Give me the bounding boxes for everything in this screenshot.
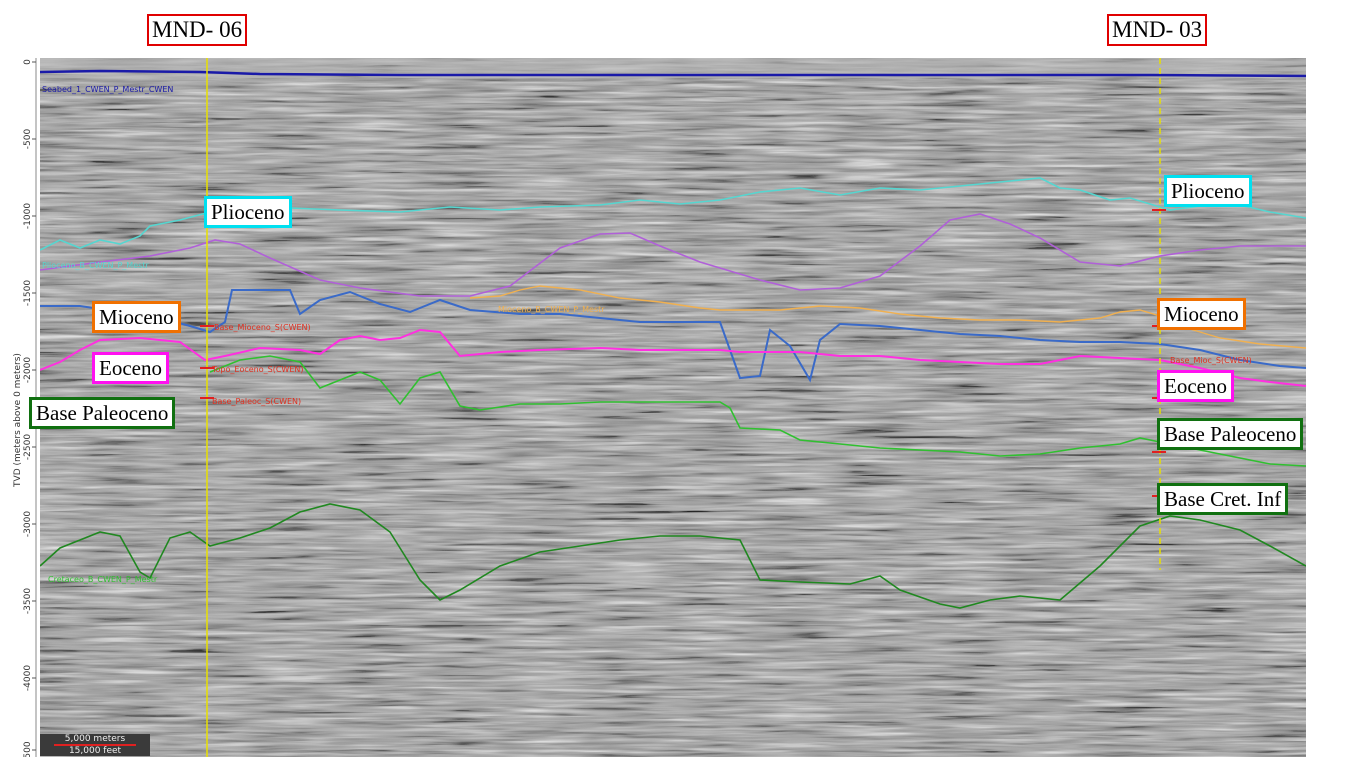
depth-axis-title: TVD (meters above 0 meters) — [13, 353, 23, 488]
base-paleoceno-horizon-name: Base_Paleoc_S(CWEN) — [212, 397, 301, 406]
tick-label: -1000 — [23, 203, 33, 229]
cretaceo-horizon-name: Cretaceo_B_CWEN_P_Mestr — [48, 575, 158, 584]
tick-label: 0 — [23, 59, 33, 65]
cretaceo-horizon — [40, 503, 1306, 609]
tick-label: -1500 — [23, 280, 33, 306]
scale-bar-tick — [54, 744, 136, 746]
tick-label: -3500 — [23, 588, 33, 614]
scale-bar-feet: 15,000 feet — [68, 746, 122, 756]
eoceno-top-horizon-name: Topo_Eoceno_S(CWEN) — [211, 365, 303, 374]
tick-label: 500 — [23, 741, 33, 757]
tick-label: -3000 — [23, 511, 33, 537]
label-plioceno-left: Plioceno — [204, 196, 292, 228]
label-mioceno-left: Mioceno — [92, 301, 181, 333]
mioceno-blue-horizon — [40, 289, 1306, 383]
seabed-horizon-name: Seabed_1_CWEN_P_Mestr_CWEN — [42, 85, 173, 94]
label-base-cret-inf-right: Base Cret. Inf — [1157, 483, 1289, 515]
depth-axis-ticks: 0 -500 -1000 -1500 -2000 -2500 -3000 -35… — [23, 59, 36, 757]
mioceno-purple-horizon — [40, 213, 1306, 297]
label-base-paleoceno-left: Base Paleoceno — [29, 397, 176, 429]
paleoceno-horizon — [209, 355, 1306, 467]
seabed-horizon — [40, 69, 1306, 78]
well-picks-mnd-06 — [200, 325, 214, 399]
plioceno-horizon — [40, 177, 1306, 251]
well-label-mnd-06[interactable]: MND- 06 — [147, 14, 248, 46]
label-base-paleoceno-right: Base Paleoceno — [1157, 418, 1304, 450]
label-plioceno-right: Plioceno — [1164, 175, 1252, 207]
right-marker-horizon-name: Base_Mioc_S(CWEN) — [1170, 356, 1252, 365]
plioceno-horizon-name: Plioceno_B_CWEN_P_Mestr — [42, 261, 149, 270]
mioceno-horizon-name: Mioceno_B_CWEN_P_Mestr — [498, 305, 605, 314]
label-eoceno-left: Eoceno — [92, 352, 169, 384]
seismic-texture — [40, 58, 1306, 757]
tick-label: -2000 — [23, 357, 33, 383]
base-mioceno-horizon-name: Base_Mioceno_S(CWEN) — [214, 323, 311, 332]
scale-bar-meters: 5,000 meters — [64, 734, 126, 744]
eoceno-horizon — [40, 328, 1306, 387]
tick-label: -2500 — [23, 434, 33, 460]
tick-label: -500 — [23, 129, 33, 150]
well-label-mnd-03[interactable]: MND- 03 — [1107, 14, 1208, 46]
scale-bar: 5,000 meters 15,000 feet — [40, 734, 150, 756]
label-mioceno-right: Mioceno — [1157, 298, 1246, 330]
tick-label: -4000 — [23, 665, 33, 691]
water-column — [40, 58, 1306, 78]
label-eoceno-right: Eoceno — [1157, 370, 1234, 402]
